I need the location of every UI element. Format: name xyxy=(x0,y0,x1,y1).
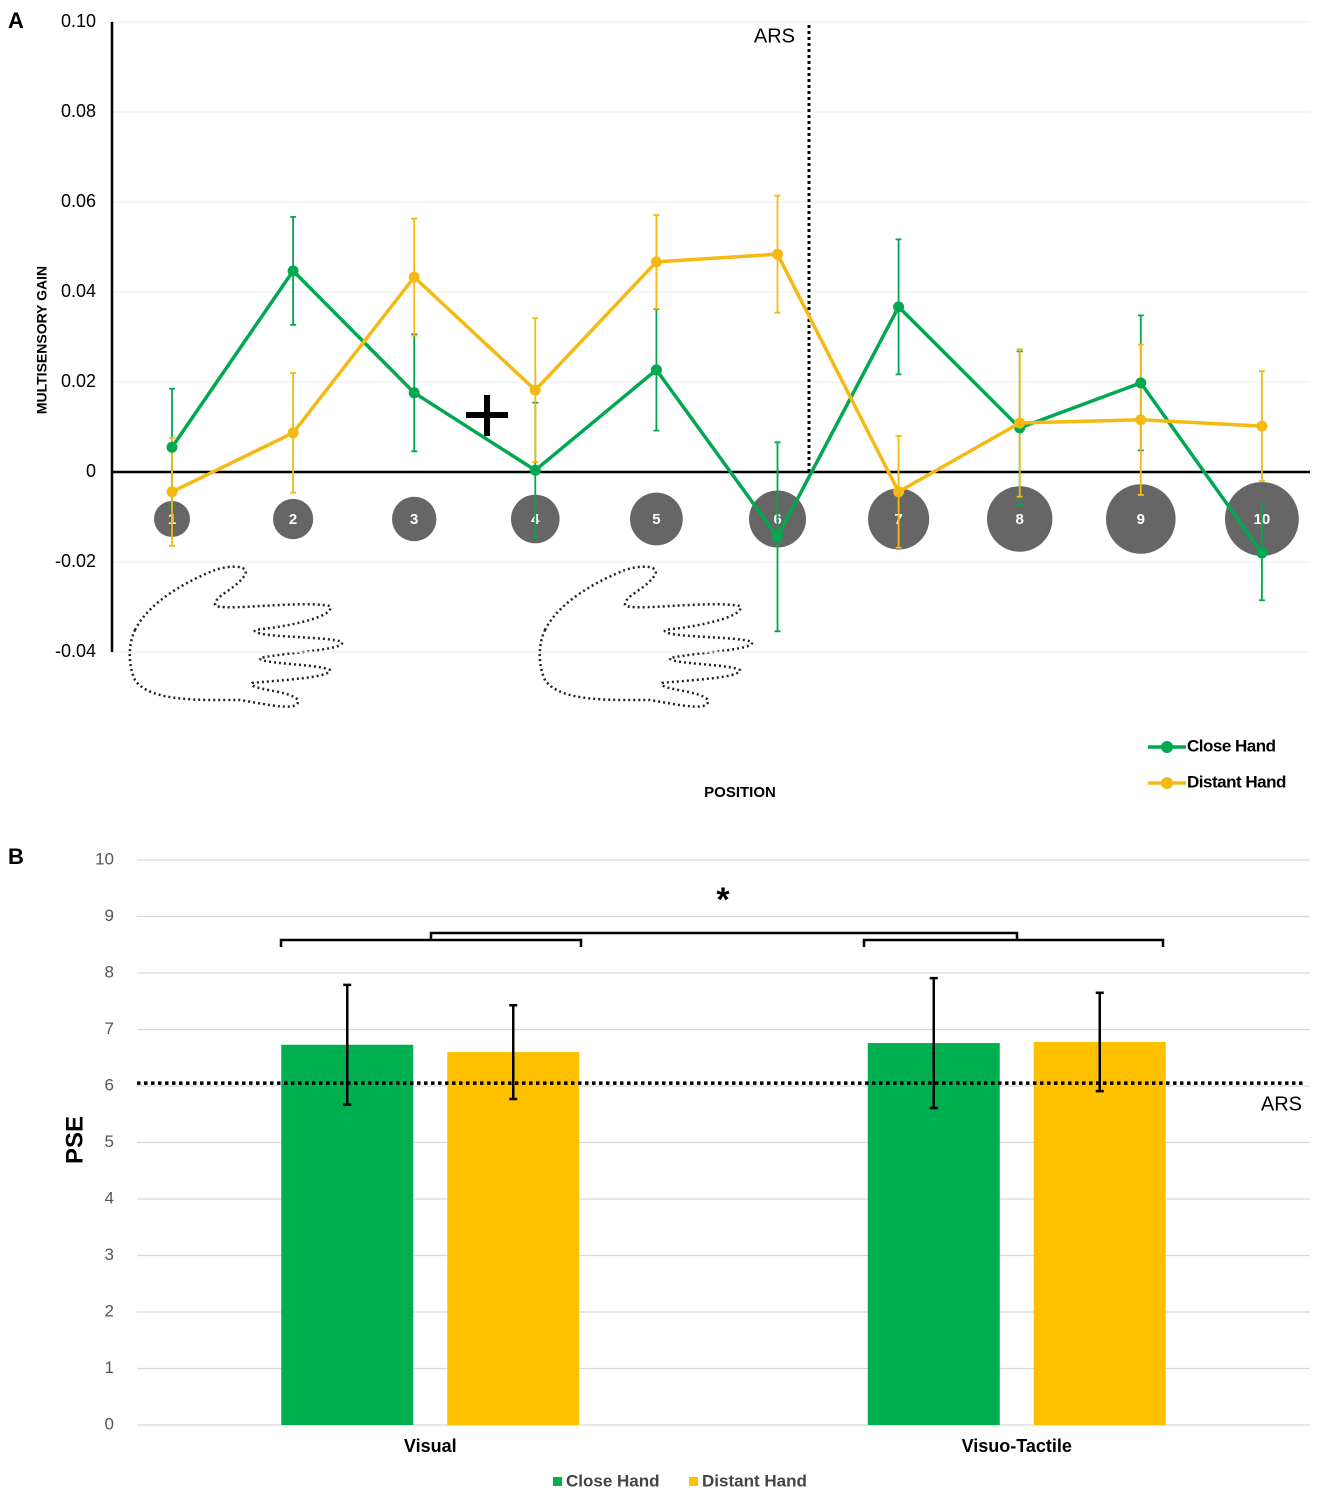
bar xyxy=(281,1044,414,1425)
data-point xyxy=(893,486,905,498)
y-tick-label: 0.02 xyxy=(61,371,96,391)
legend-marker xyxy=(1161,741,1173,753)
y-tick-label: 9 xyxy=(105,906,114,925)
data-point xyxy=(650,256,662,268)
error-bar xyxy=(509,1003,518,1101)
bar xyxy=(447,1052,580,1425)
x-axis-label: POSITION xyxy=(704,784,776,801)
data-point xyxy=(1135,377,1147,389)
y-tick-label: 0 xyxy=(86,461,96,481)
data-point xyxy=(1256,547,1268,559)
x-tick-label: 2 xyxy=(289,511,297,528)
y-tick-label: 0.08 xyxy=(61,101,96,121)
y-tick-label: 0 xyxy=(105,1414,114,1433)
data-point xyxy=(1014,417,1026,429)
data-point xyxy=(1256,420,1268,432)
position-marker xyxy=(1106,484,1176,554)
y-tick-label: 8 xyxy=(105,962,114,981)
data-point xyxy=(529,384,541,396)
data-point xyxy=(287,427,299,439)
x-tick-label: 9 xyxy=(1137,511,1145,528)
y-tick-label: 1 xyxy=(105,1358,114,1377)
y-tick-label: 6 xyxy=(105,1075,114,1094)
series-line xyxy=(170,268,1264,555)
y-tick-label: 10 xyxy=(95,849,114,868)
x-tick-label: Visuo-Tactile xyxy=(962,1436,1072,1456)
y-tick-label: 0.06 xyxy=(61,191,96,211)
data-point xyxy=(1135,414,1147,426)
y-tick-label: -0.04 xyxy=(55,641,96,661)
data-point xyxy=(166,441,178,453)
legend-label: Distant Hand xyxy=(1187,772,1286,791)
data-point xyxy=(772,248,783,260)
hand-outline xyxy=(128,565,754,708)
y-tick-label: 3 xyxy=(105,1245,114,1264)
x-tick-label: 5 xyxy=(652,511,660,528)
fixation-cross xyxy=(466,395,508,436)
position-marker xyxy=(273,498,314,540)
x-tick-label: Visual xyxy=(404,1436,457,1456)
series-line xyxy=(171,252,1262,495)
significance-bracket xyxy=(279,931,1165,947)
annotation: * xyxy=(716,881,730,919)
reference-label: ARS xyxy=(1261,1093,1302,1115)
y-tick-label: -0.02 xyxy=(55,551,96,571)
data-point xyxy=(529,464,541,476)
panel-label: A xyxy=(8,8,24,33)
legend-label: Close Hand xyxy=(1187,736,1276,755)
y-tick-label: 2 xyxy=(105,1301,114,1320)
legend-label: Distant Hand xyxy=(702,1471,807,1490)
error-bar xyxy=(343,983,352,1106)
x-tick-label: 3 xyxy=(410,511,418,528)
y-axis-label: MULTISENSORY GAIN xyxy=(34,266,50,414)
annotation: ARS xyxy=(754,25,795,47)
y-tick-label: 4 xyxy=(105,1188,114,1207)
legend-swatch xyxy=(689,1477,698,1486)
legend-label: Close Hand xyxy=(566,1471,660,1490)
panel-label: B xyxy=(8,844,24,869)
position-marker xyxy=(392,496,437,542)
bar xyxy=(1033,1041,1166,1425)
x-tick-label: 8 xyxy=(1016,511,1024,528)
data-point xyxy=(166,486,178,498)
error-bar xyxy=(1095,991,1104,1093)
data-point xyxy=(408,387,420,399)
y-tick-label: 5 xyxy=(105,1132,114,1151)
position-marker xyxy=(630,492,683,546)
legend-marker xyxy=(1161,777,1173,789)
data-point xyxy=(287,265,299,277)
y-tick-label: 0.10 xyxy=(61,11,96,31)
y-axis-label: PSE xyxy=(61,1116,88,1164)
data-point xyxy=(772,531,783,543)
y-tick-label: 0.04 xyxy=(61,281,96,301)
legend-swatch xyxy=(553,1477,562,1486)
position-marker xyxy=(987,486,1053,552)
error-bar xyxy=(929,976,938,1110)
data-point xyxy=(893,301,905,313)
data-point xyxy=(650,364,662,376)
data-point xyxy=(408,271,420,283)
y-tick-label: 7 xyxy=(105,1019,114,1038)
